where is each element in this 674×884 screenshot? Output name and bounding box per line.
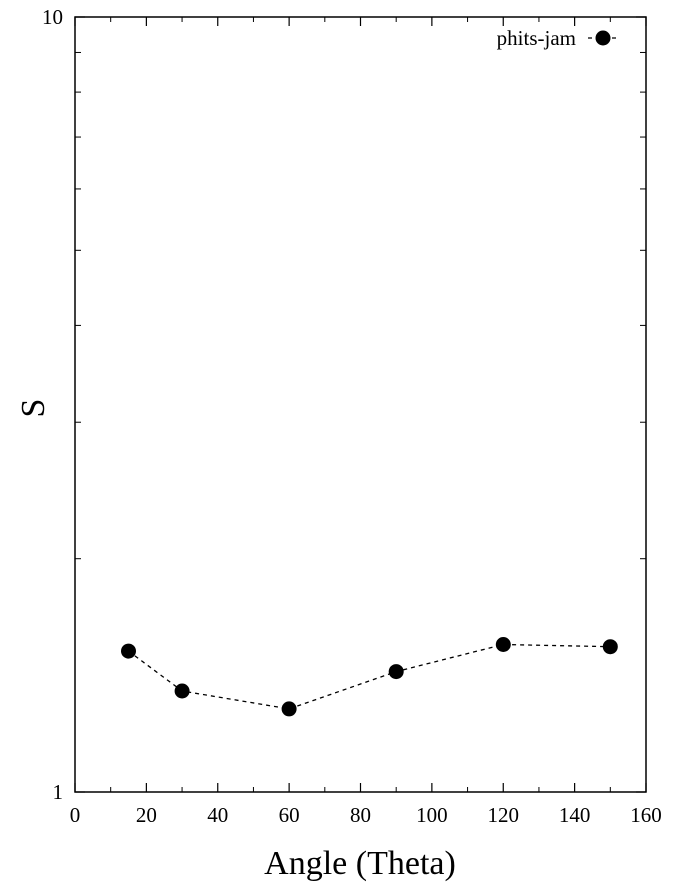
x-tick-label: 60: [279, 803, 300, 827]
x-tick-label: 20: [136, 803, 157, 827]
data-point: [174, 683, 190, 699]
points: [121, 637, 618, 717]
legend-marker: [595, 30, 611, 46]
x-tick-label: 140: [559, 803, 591, 827]
data-point: [281, 701, 297, 717]
x-tick-label: 80: [350, 803, 371, 827]
y-tick-label: 10: [42, 5, 63, 29]
legend: phits-jam: [497, 26, 616, 50]
plot-area: [74, 16, 647, 793]
data-point: [388, 664, 404, 680]
ticks: [74, 16, 647, 793]
x-tick-label: 40: [207, 803, 228, 827]
x-tick-label: 160: [630, 803, 662, 827]
tick-labels: 0 20 40 60 80 100 120 140 160 1 10: [42, 5, 662, 827]
x-tick-label: 100: [416, 803, 448, 827]
legend-label: phits-jam: [497, 26, 576, 50]
x-tick-label: 120: [488, 803, 520, 827]
y-axis-title: S: [15, 399, 52, 418]
y-tick-label: 1: [53, 780, 64, 804]
series-line-phits-jam: [128, 643, 611, 710]
data-point: [602, 639, 618, 655]
x-axis-title: Angle (Theta): [264, 845, 456, 882]
data-point: [121, 643, 136, 659]
data-point: [495, 637, 511, 652]
x-tick-label: 0: [70, 803, 81, 827]
